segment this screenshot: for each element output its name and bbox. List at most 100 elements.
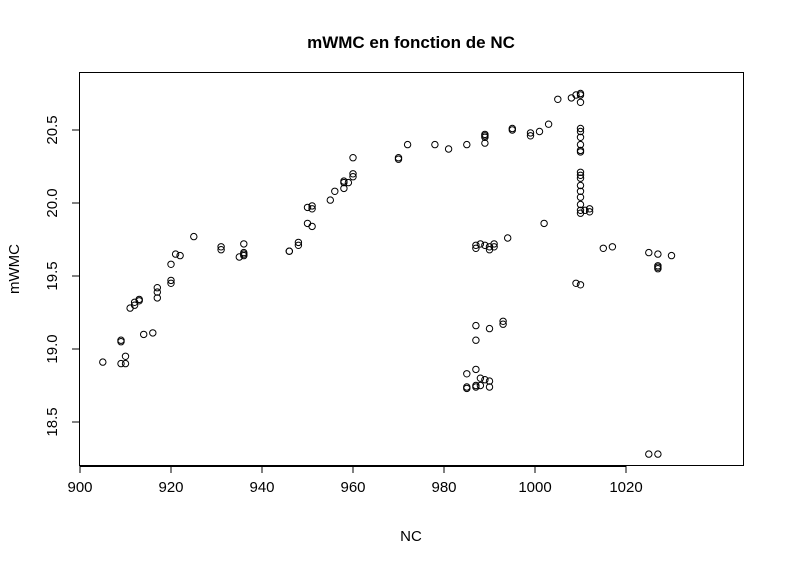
data-point — [535, 127, 544, 136]
data-point — [167, 276, 175, 285]
data-point — [340, 177, 348, 185]
data-point — [472, 365, 480, 374]
data-point — [153, 294, 162, 302]
data-point — [508, 124, 516, 133]
data-point — [285, 247, 293, 255]
data-point — [121, 352, 130, 360]
data-point — [481, 376, 489, 384]
data-point — [394, 154, 403, 162]
data-point — [485, 324, 494, 333]
x-axis-label: NC — [400, 528, 422, 545]
data-point — [303, 203, 312, 212]
data-point — [576, 140, 585, 149]
data-point — [135, 295, 143, 304]
data-point — [303, 219, 312, 228]
data-point — [481, 139, 489, 147]
data-point — [490, 240, 498, 248]
data-point — [667, 251, 676, 260]
data-point — [581, 206, 589, 215]
data-point — [472, 383, 480, 391]
data-point — [176, 251, 184, 260]
data-point — [576, 168, 585, 177]
data-point — [121, 359, 130, 368]
data-point — [476, 374, 485, 382]
data-point — [490, 243, 498, 251]
data-point — [463, 140, 471, 149]
data-point — [481, 241, 489, 250]
data-point — [599, 244, 607, 253]
data-point — [394, 155, 403, 163]
data-point — [308, 205, 316, 213]
data-point — [403, 140, 412, 149]
data-point — [240, 248, 248, 257]
data-point — [130, 301, 139, 309]
data-point — [508, 126, 516, 134]
chart-title: mWMC en fonction de NC — [307, 33, 515, 52]
data-point — [576, 124, 585, 133]
data-point — [576, 127, 585, 136]
data-point — [654, 250, 662, 258]
data-point — [217, 246, 225, 254]
data-point — [463, 384, 471, 393]
data-point — [544, 120, 553, 128]
data-point — [349, 173, 357, 181]
x-axis: 900 920 940 960 980 1000 1020 — [67, 466, 643, 496]
data-point — [576, 206, 585, 215]
data-point — [504, 234, 512, 242]
data-point — [567, 94, 576, 102]
data-point — [585, 205, 594, 213]
plot-frame — [79, 72, 744, 466]
data-point — [326, 196, 334, 204]
data-point — [431, 140, 439, 149]
y-axis: 18.5 19.0 19.5 20.0 20.5 — [44, 115, 80, 437]
data-point — [481, 130, 489, 139]
data-point — [331, 187, 339, 196]
data-point — [576, 281, 585, 289]
data-point — [576, 98, 585, 107]
data-point — [576, 200, 585, 209]
data-point — [576, 187, 585, 196]
data-points — [99, 89, 676, 458]
x-tick-label: 1020 — [609, 479, 642, 496]
data-point — [585, 208, 594, 216]
data-point — [526, 132, 535, 140]
data-point — [167, 279, 175, 287]
data-point — [476, 240, 485, 248]
data-point — [167, 260, 175, 268]
data-point — [572, 279, 580, 287]
x-tick-label: 980 — [431, 479, 456, 496]
data-point — [217, 243, 225, 251]
y-axis-label: mWMC — [6, 244, 23, 294]
data-point — [472, 321, 480, 330]
y-tick-label: 18.5 — [44, 407, 61, 436]
data-point — [485, 383, 494, 391]
y-tick-label: 20.5 — [44, 115, 61, 144]
data-point — [463, 370, 471, 378]
data-point — [349, 154, 357, 162]
data-point — [576, 171, 585, 180]
x-tick-label: 920 — [158, 479, 183, 496]
data-point — [308, 222, 316, 231]
data-point — [499, 317, 507, 325]
x-tick-label: 960 — [340, 479, 365, 496]
data-point — [140, 330, 148, 339]
data-point — [554, 95, 562, 104]
data-point — [645, 248, 653, 257]
x-tick-label: 900 — [67, 479, 92, 496]
data-point — [499, 320, 507, 328]
data-point — [576, 193, 585, 201]
data-point — [153, 284, 162, 292]
data-point — [608, 243, 617, 251]
data-point — [540, 219, 548, 228]
y-tick-label: 20.0 — [44, 188, 61, 217]
data-point — [572, 91, 580, 99]
data-point — [153, 288, 162, 296]
data-point — [349, 170, 357, 178]
data-point — [576, 133, 585, 142]
data-point — [472, 244, 480, 253]
data-point — [576, 91, 585, 99]
x-tick-label: 940 — [249, 479, 274, 496]
data-point — [294, 238, 303, 247]
data-point — [117, 338, 125, 346]
